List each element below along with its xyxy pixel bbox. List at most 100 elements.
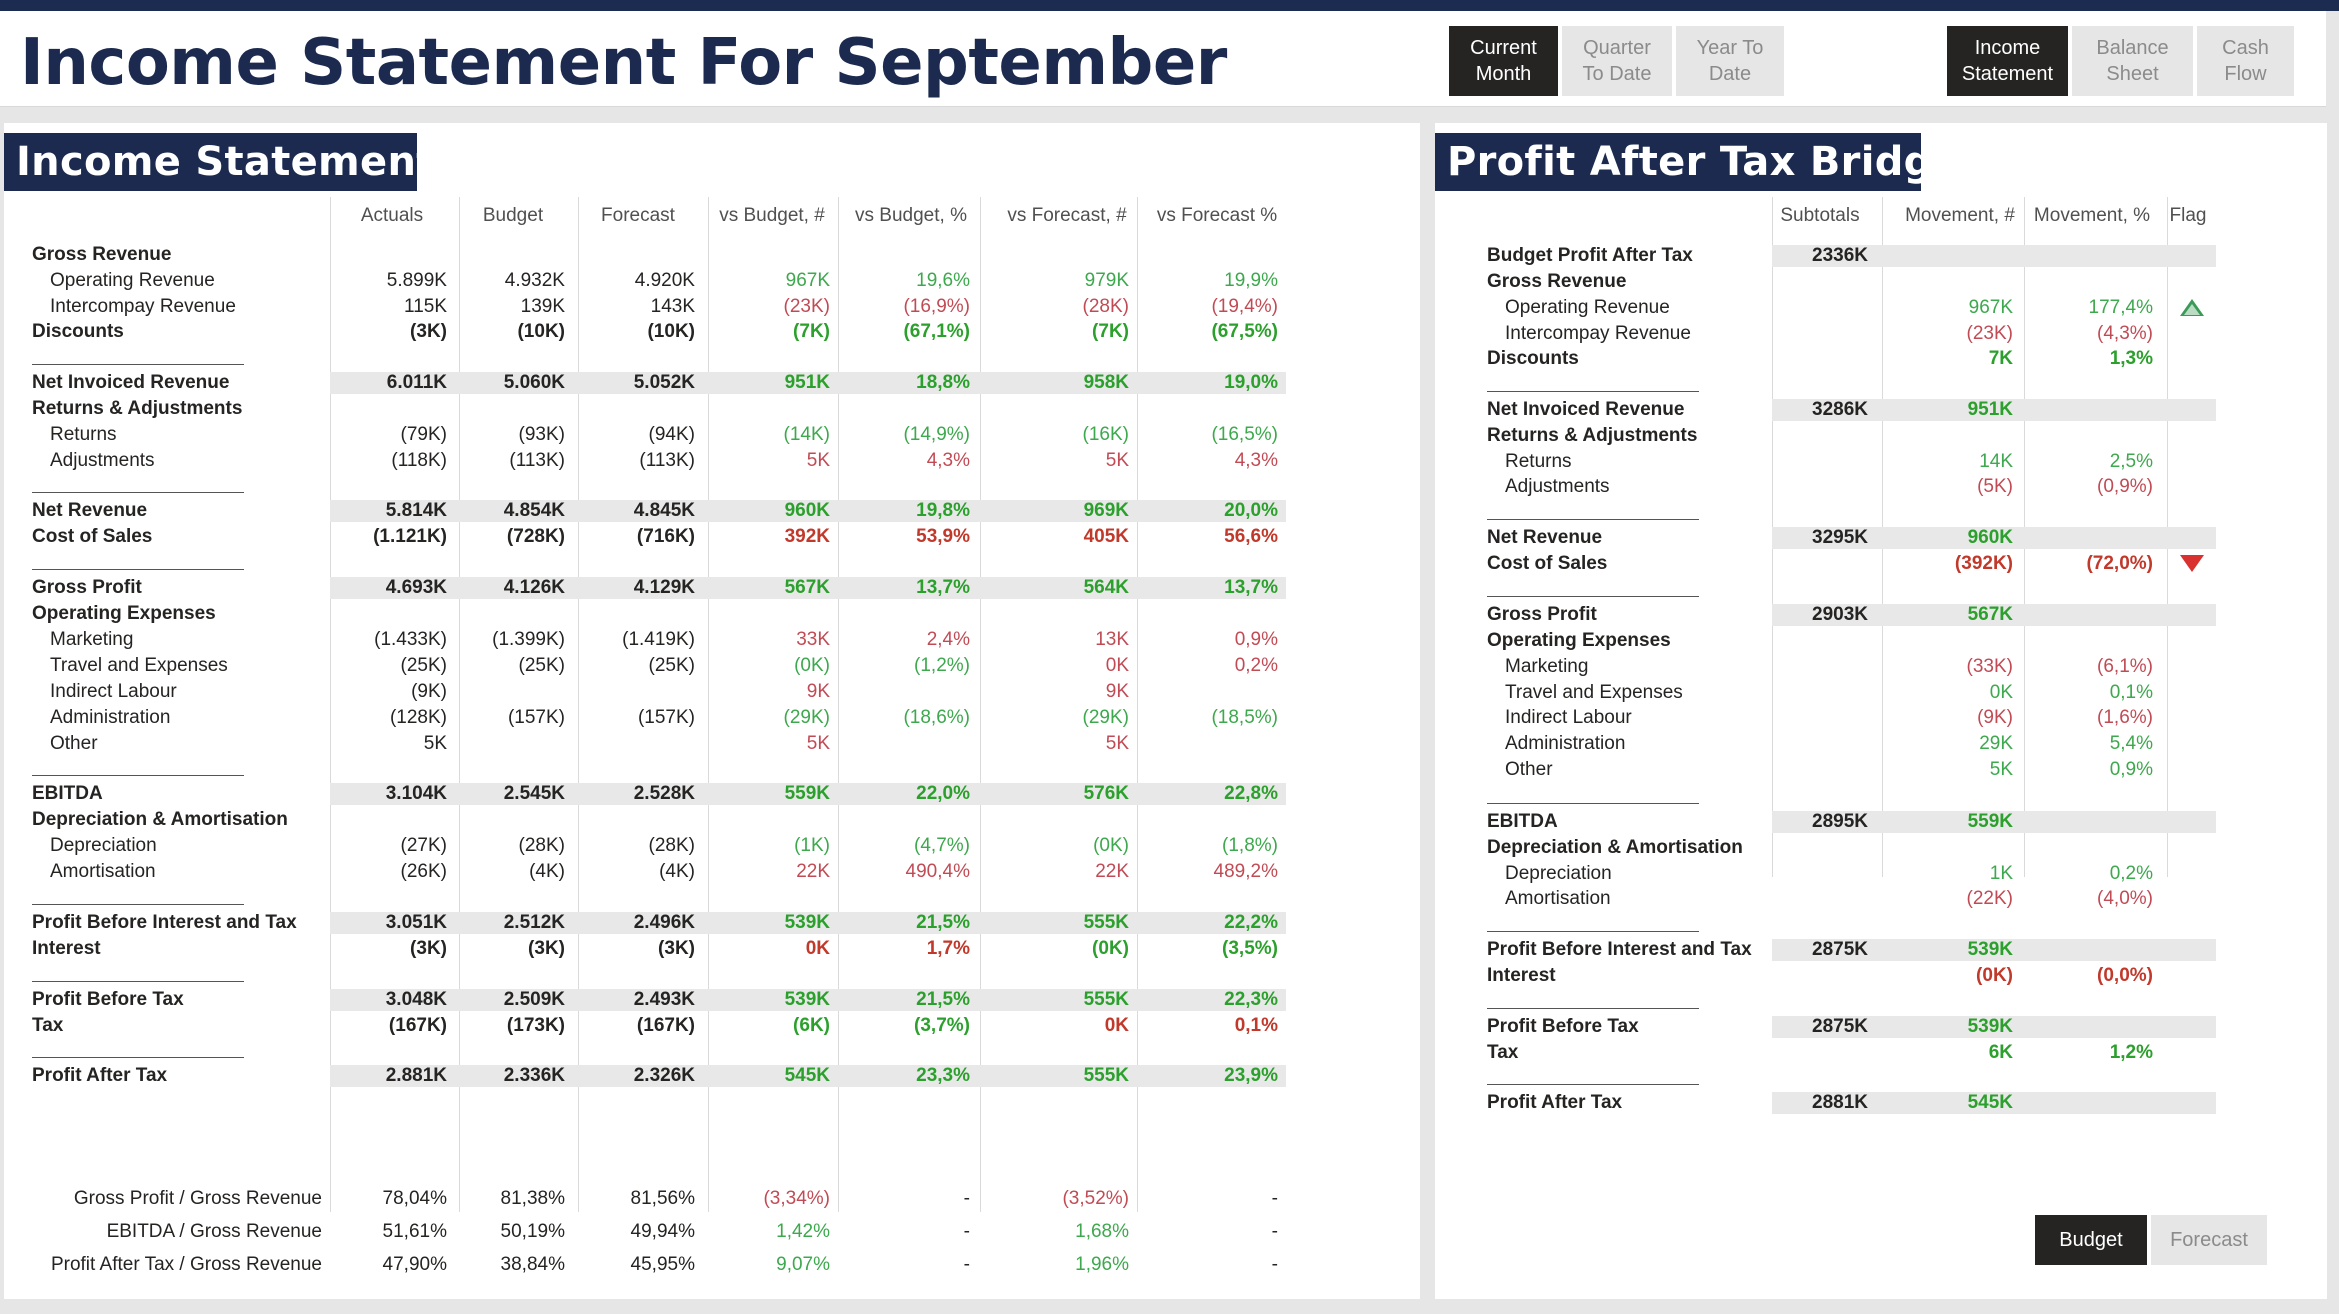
- cell-forecast: (28K): [648, 835, 695, 856]
- bridge-subtotal: 2895K: [1812, 811, 1868, 832]
- cell-vs-forecast: 576K: [1083, 783, 1129, 804]
- bridge-movement-value: 1K: [1989, 863, 2013, 884]
- flag-down-icon: [2180, 555, 2204, 572]
- compare-button-forecast[interactable]: Forecast: [2151, 1215, 2267, 1265]
- cell-vs-budget: 13,7%: [916, 577, 970, 598]
- bridge-movement-value: (0K): [1976, 965, 2013, 986]
- row-label-travel-and-expenses: Travel and Expenses: [50, 655, 228, 676]
- cell-vs-budget: 1,7%: [926, 938, 970, 959]
- ratio-cell-vs-forecast: -: [1271, 1254, 1278, 1275]
- ratio-cell-actuals: 78,04%: [382, 1188, 447, 1209]
- cell-actuals: (3K): [410, 938, 447, 959]
- bridge-header-flag: Flag: [2169, 205, 2207, 226]
- cell-vs-forecast: 22K: [1095, 861, 1129, 882]
- cell-vs-forecast: 958K: [1083, 372, 1129, 393]
- period-button-quarter-to-date[interactable]: Quarter To Date: [1562, 26, 1672, 96]
- ratio-cell-actuals: 47,90%: [382, 1254, 447, 1275]
- cell-vs-budget: (0K): [794, 655, 830, 676]
- cell-budget: (173K): [506, 1015, 565, 1036]
- ratio-cell-vs-budget: -: [963, 1221, 970, 1242]
- cell-vs-budget: (4,7%): [914, 835, 970, 856]
- cell-vs-budget: (23K): [783, 296, 830, 317]
- bridge-movement-value: (9K): [1977, 707, 2013, 728]
- ratio-cell-vs-forecast: (3,52%): [1062, 1188, 1129, 1209]
- cell-vs-forecast: (0K): [1092, 938, 1129, 959]
- column-header-vs-forecast: vs Forecast, #: [1007, 205, 1127, 226]
- cell-vs-forecast: (16,5%): [1211, 424, 1278, 445]
- cell-vs-forecast: 0,9%: [1234, 629, 1278, 650]
- subtotal-separator: [1487, 1008, 1699, 1009]
- cell-vs-budget: (1K): [794, 835, 830, 856]
- cell-vs-forecast: (19,4%): [1211, 296, 1278, 317]
- period-button-current-month[interactable]: Current Month: [1449, 26, 1558, 96]
- cell-vs-forecast: 0K: [1104, 1015, 1129, 1036]
- report-button-balance-sheet[interactable]: Balance Sheet: [2072, 26, 2193, 96]
- column-divider: [330, 197, 331, 1212]
- cell-vs-forecast: 0,1%: [1234, 1015, 1278, 1036]
- cell-vs-forecast: 19,9%: [1224, 270, 1278, 291]
- subtotal-separator: [32, 364, 244, 365]
- cell-actuals: (118K): [391, 450, 447, 471]
- ratio-cell-budget: 50,19%: [500, 1221, 565, 1242]
- cell-vs-forecast: 5K: [1105, 733, 1129, 754]
- bridge-label-marketing: Marketing: [1505, 656, 1589, 677]
- column-header-actuals: Actuals: [360, 205, 424, 226]
- cell-budget: 2.509K: [503, 989, 565, 1010]
- report-button-cash-flow[interactable]: Cash Flow: [2197, 26, 2294, 96]
- cell-vs-budget: 545K: [784, 1065, 830, 1086]
- row-label-operating-expenses: Operating Expenses: [32, 603, 216, 624]
- bridge-movement-value: 559K: [1967, 811, 2013, 832]
- report-button-income-statement[interactable]: Income Statement: [1947, 26, 2068, 96]
- cell-vs-budget: (7K): [793, 321, 830, 342]
- cell-actuals: 5K: [423, 733, 447, 754]
- bridge-movement-pct: (0,0%): [2097, 965, 2153, 986]
- cell-vs-forecast: 969K: [1083, 500, 1129, 521]
- cell-forecast: (4K): [659, 861, 695, 882]
- column-divider: [708, 197, 709, 1212]
- row-label-cost-of-sales: Cost of Sales: [32, 526, 153, 547]
- ratio-label-profit-after-tax-gross-revenue: Profit After Tax / Gross Revenue: [50, 1254, 322, 1275]
- ratio-cell-vs-forecast: 1,96%: [1075, 1254, 1129, 1275]
- bridge-movement-value: (33K): [1966, 656, 2013, 677]
- cell-actuals: (79K): [400, 424, 447, 445]
- ratio-cell-vs-forecast: -: [1271, 1221, 1278, 1242]
- cell-vs-forecast: 489,2%: [1213, 861, 1278, 882]
- compare-button-budget[interactable]: Budget: [2035, 1215, 2147, 1265]
- bridge-subtotal: 2875K: [1812, 1016, 1868, 1037]
- cell-actuals: 5.814K: [385, 500, 447, 521]
- cell-vs-forecast: 19,0%: [1224, 372, 1278, 393]
- bridge-subtotal: 2903K: [1812, 604, 1868, 625]
- cell-actuals: 4.693K: [385, 577, 447, 598]
- cell-forecast: (25K): [648, 655, 695, 676]
- period-selector: Current Month Quarter To Date Year To Date: [1449, 26, 1784, 96]
- subtotal-row-band: [1772, 604, 2216, 626]
- bridge-label-ebitda: EBITDA: [1487, 811, 1558, 832]
- cell-vs-forecast: (67,5%): [1211, 321, 1278, 342]
- subtotal-separator: [32, 569, 244, 570]
- cell-vs-budget: 21,5%: [916, 989, 970, 1010]
- bridge-header-movement: Movement, #: [1905, 205, 2015, 226]
- bridge-subtotal: 2875K: [1812, 939, 1868, 960]
- row-label-interest: Interest: [32, 938, 101, 959]
- cell-vs-budget: 5K: [806, 450, 830, 471]
- period-button-year-to-date[interactable]: Year To Date: [1676, 26, 1784, 96]
- cell-vs-budget: (14,9%): [903, 424, 970, 445]
- total-row-band: [330, 577, 1286, 599]
- ratio-cell-forecast: 45,95%: [630, 1254, 695, 1275]
- total-row-band: [330, 912, 1286, 934]
- ratio-cell-actuals: 51,61%: [382, 1221, 447, 1242]
- cell-vs-forecast: (16K): [1082, 424, 1129, 445]
- bridge-movement-value: (22K): [1966, 888, 2013, 909]
- bridge-subtotal: 3286K: [1812, 399, 1868, 420]
- subtotal-row-band: [1772, 1092, 2216, 1114]
- bridge-label-returns: Returns: [1505, 451, 1572, 472]
- bridge-subtotal: 2336K: [1812, 245, 1868, 266]
- subtotal-row-band: [1772, 811, 2216, 833]
- row-label-returns-adjustments: Returns & Adjustments: [32, 398, 243, 419]
- cell-actuals: (3K): [410, 321, 447, 342]
- ratio-cell-budget: 38,84%: [500, 1254, 565, 1275]
- cell-budget: 2.336K: [503, 1065, 565, 1086]
- column-header-budget: Budget: [482, 205, 544, 226]
- bridge-label-depreciation-amortisation: Depreciation & Amortisation: [1487, 837, 1743, 858]
- cell-vs-budget: 22,0%: [916, 783, 970, 804]
